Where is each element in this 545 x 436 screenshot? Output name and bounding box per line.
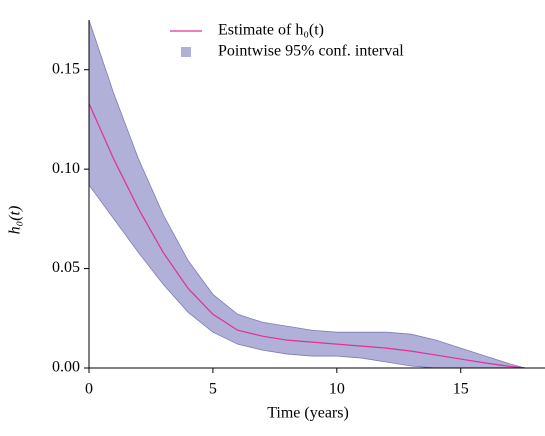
x-tick-label: 15 [453,381,469,398]
line [88,103,526,369]
legend-label: Estimate of h₀(t) [218,22,324,39]
x-tick-label: 5 [209,381,217,398]
y-tick-label: 0.15 [52,60,80,77]
y-tick-label: 0.10 [52,160,80,177]
legend-swatch [181,47,191,57]
y-axis-label: h₀(t) [7,206,24,235]
x-axis-label: Time (years) [267,405,349,422]
legend-label: Pointwise 95% conf. interval [218,43,404,60]
confidence-band [88,19,526,369]
x-tick-label: 10 [329,381,345,398]
x-tick-label: 0 [85,381,93,398]
y-tick-label: 0.05 [52,259,80,276]
y-tick-label: 0.00 [52,359,80,376]
